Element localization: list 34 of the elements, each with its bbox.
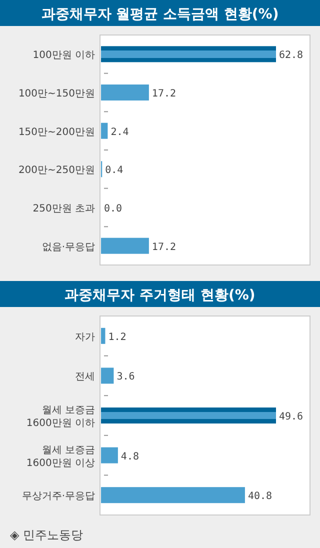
bar: [101, 122, 108, 139]
data-label: 40.8: [248, 491, 272, 502]
bar: [101, 487, 245, 504]
bar: [101, 46, 276, 62]
data-label: 49.6: [279, 412, 304, 422]
y-tick-label: 무상거주·무응답: [22, 491, 95, 502]
data-label: 4.8: [120, 451, 139, 462]
y-tick-label: 150만~200만원: [18, 126, 95, 138]
y-tick-label: 250만원 초과: [32, 204, 95, 214]
data-label: 17.2: [152, 242, 176, 253]
bar: [101, 238, 149, 254]
y-tick-label: 월세 보증금 1600만원 이하: [26, 405, 95, 429]
y-tick-label: 100만원 이하: [32, 50, 95, 62]
bar: [101, 447, 118, 464]
bar: [101, 408, 276, 424]
data-label: 0.0: [104, 204, 122, 214]
text: ◈ 민주노동당: [10, 528, 84, 542]
data-label: 3.6: [116, 372, 135, 383]
data-label: 1.2: [108, 332, 126, 343]
y-tick-label: 전세: [75, 372, 95, 383]
data-label: 62.8: [279, 50, 304, 62]
chart-title: 과중채무자 주거형태 현황(%): [64, 288, 256, 304]
data-label: 17.2: [152, 88, 176, 100]
data-label: 0.4: [105, 165, 124, 176]
bar: [101, 84, 149, 100]
y-tick-label: 100만~150만원: [18, 88, 95, 100]
chart-title: 과중채무자 월평균 소득금액 현황(%): [41, 6, 279, 22]
data-label: 2.4: [110, 126, 129, 138]
y-tick-label: 월세 보증금 1600만원 이상: [26, 444, 95, 469]
y-tick-label: 자가: [75, 332, 95, 343]
y-tick-label: 없음·무응답: [42, 242, 95, 253]
y-tick-label: 200만~250만원: [18, 165, 95, 176]
bar: [101, 328, 106, 344]
bar: [101, 368, 114, 384]
